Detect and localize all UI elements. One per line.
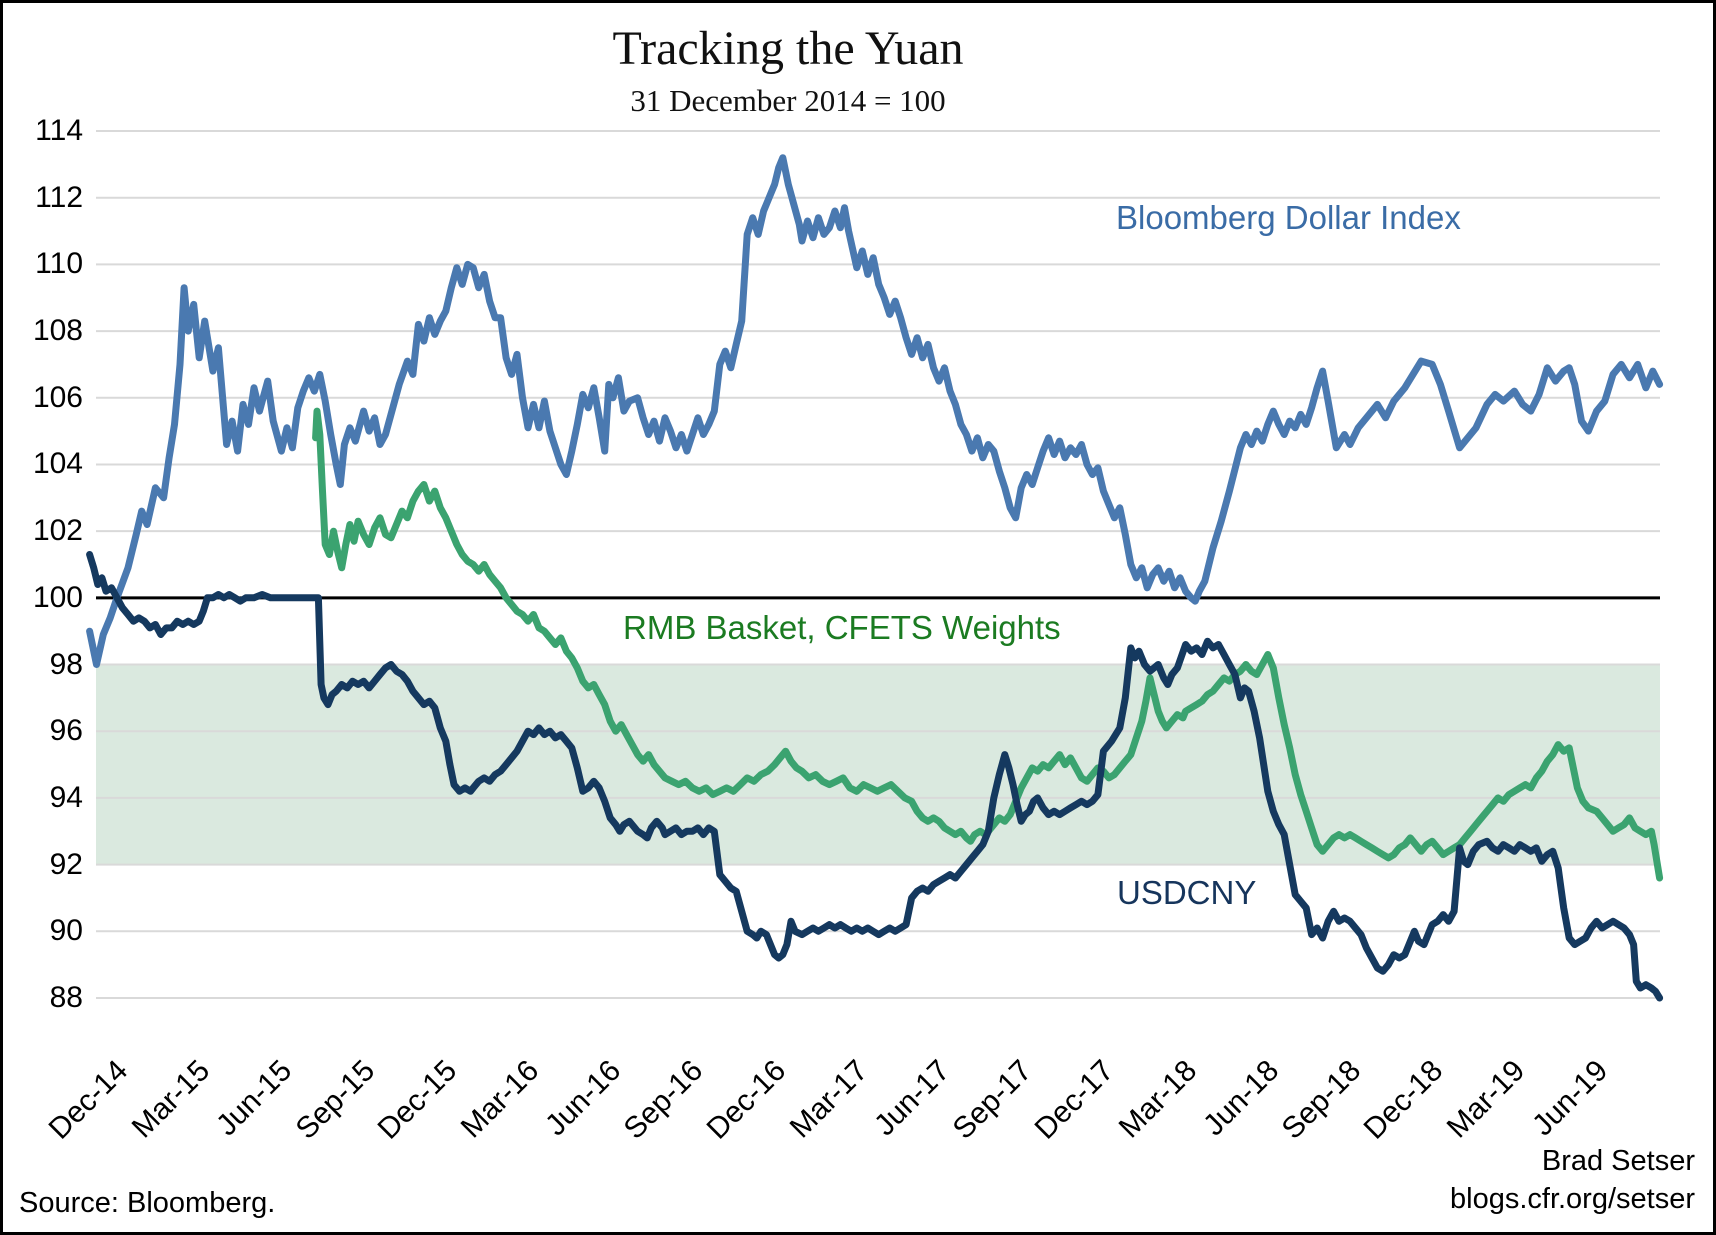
usdcny-label: USDCNY <box>1117 874 1257 911</box>
target-band <box>96 664 1660 865</box>
rmb-basket-label: RMB Basket, CFETS Weights <box>623 609 1061 646</box>
y-tick-label: 114 <box>35 114 83 147</box>
bloomberg-dollar-index-label: Bloomberg Dollar Index <box>1116 199 1461 236</box>
y-tick-label: 110 <box>35 247 83 281</box>
y-tick-label: 106 <box>32 380 83 414</box>
source-note: Source: Bloomberg. <box>19 1187 276 1219</box>
credit-author: Brad Setser <box>1541 1145 1695 1177</box>
y-tick-label: 104 <box>32 447 83 481</box>
y-tick-label: 92 <box>49 847 83 881</box>
usdcny-line <box>86 551 1664 1002</box>
y-tick-label: 112 <box>35 180 83 214</box>
credit-url: blogs.cfr.org/setser <box>1450 1183 1695 1215</box>
y-tick-label: 88 <box>49 981 83 1014</box>
chart-title: Tracking the Yuan <box>612 22 964 75</box>
y-tick-label: 102 <box>32 514 83 548</box>
chart-subtitle: 31 December 2014 = 100 <box>630 83 946 118</box>
bloomberg-dollar-index-line <box>86 154 1664 668</box>
plot-svg <box>86 130 1664 1002</box>
y-tick-label: 98 <box>49 647 83 681</box>
rmb-basket-line <box>312 407 1664 882</box>
y-tick-label: 108 <box>32 314 83 348</box>
y-tick-label: 100 <box>32 580 83 614</box>
y-tick-label: 96 <box>49 714 83 748</box>
y-tick-label: 94 <box>49 780 83 814</box>
y-tick-label: 90 <box>49 914 83 948</box>
